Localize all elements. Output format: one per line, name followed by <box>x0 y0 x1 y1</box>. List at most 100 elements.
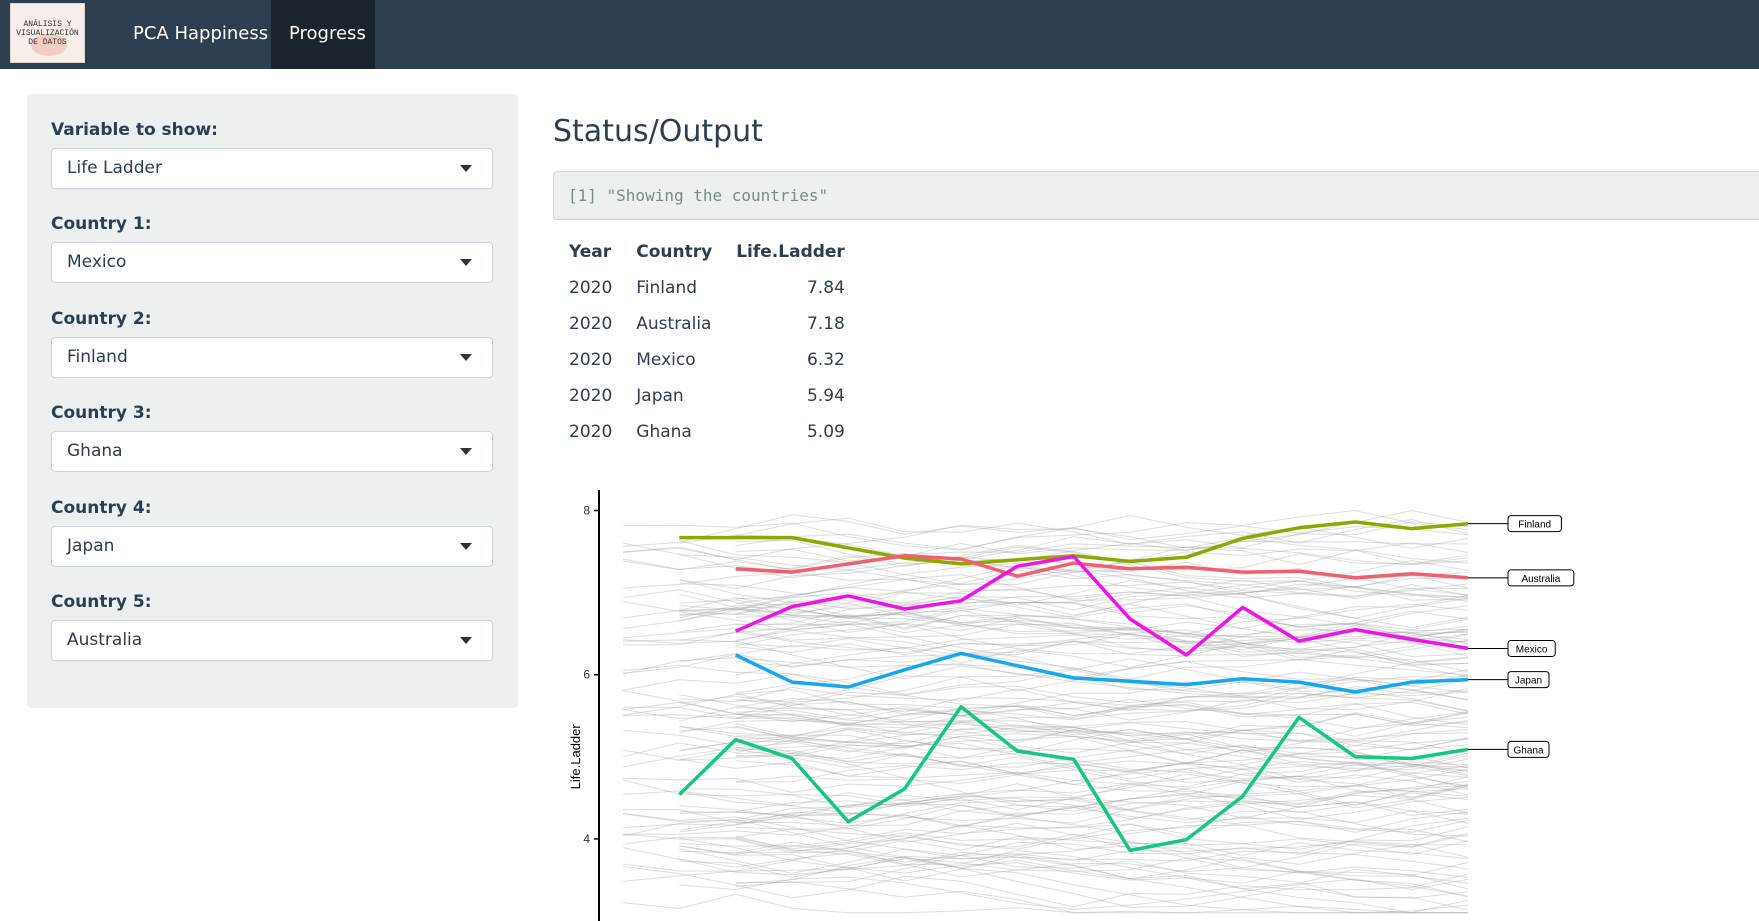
background-line <box>735 692 1469 732</box>
background-line <box>622 522 1469 551</box>
background-line <box>622 698 1469 723</box>
tab-pca-happiness[interactable]: PCA Happiness <box>133 23 269 44</box>
background-line <box>622 820 1469 852</box>
label-box <box>1507 671 1550 689</box>
background-line <box>735 540 1468 562</box>
background-line <box>679 802 1469 848</box>
variable-select-value: Life Ladder <box>67 158 162 178</box>
background-line <box>622 893 1469 914</box>
background-line <box>735 817 1469 850</box>
series-label-finland: Finland <box>1518 520 1551 531</box>
country5-select[interactable]: Australia <box>51 620 493 661</box>
background-line <box>679 593 1469 657</box>
country1-select-value: Mexico <box>67 252 127 272</box>
background-line <box>735 517 1469 545</box>
background-line <box>735 664 1469 694</box>
background-line <box>679 756 1469 814</box>
background-line <box>622 690 1469 773</box>
background-line <box>735 707 1469 755</box>
background-line <box>735 721 1469 775</box>
background-line <box>735 613 1469 678</box>
y-tick-label: 4 <box>583 832 590 846</box>
highlighted-series <box>678 520 1469 853</box>
background-line <box>679 852 1469 899</box>
country4-label: Country 4: <box>51 498 152 518</box>
country1-select[interactable]: Mexico <box>51 242 493 283</box>
series-label-mexico: Mexico <box>1516 644 1548 655</box>
background-line <box>622 655 1469 679</box>
background-line <box>622 735 1469 766</box>
chevron-down-icon <box>460 354 472 361</box>
table-row: 2020 Japan 5.94 <box>557 378 857 414</box>
series-line-finland <box>679 520 1469 566</box>
background-line <box>679 625 1469 668</box>
background-line <box>679 692 1469 729</box>
cell-year: 2020 <box>569 278 613 298</box>
background-line <box>735 661 1469 702</box>
background-line <box>679 848 1469 914</box>
background-line <box>679 509 1469 550</box>
background-line <box>622 815 1469 850</box>
country3-select[interactable]: Ghana <box>51 431 493 472</box>
table-header-row: Year Country Life.Ladder <box>557 233 857 270</box>
label-box <box>1507 639 1556 657</box>
background-line <box>679 748 1469 784</box>
background-line <box>679 583 1469 618</box>
country4-select[interactable]: Japan <box>51 526 493 567</box>
col-life-ladder: Life.Ladder <box>736 241 845 262</box>
country3-select-value: Ghana <box>67 441 123 461</box>
background-line <box>679 601 1469 631</box>
background-line <box>622 776 1469 827</box>
background-line <box>622 664 1469 698</box>
background-line <box>679 676 1468 735</box>
cell-year: 2020 <box>569 314 613 334</box>
background-line <box>622 514 1469 549</box>
background-line <box>735 835 1468 914</box>
series-label-australia: Australia <box>1521 574 1560 585</box>
chevron-down-icon <box>460 448 472 455</box>
life-ladder-chart: 4 6 8 Life.Ladder Finland Australia Mexico Jap… <box>568 490 1575 921</box>
background-line <box>735 591 1469 640</box>
background-line <box>622 856 1468 914</box>
background-line <box>679 773 1469 817</box>
background-line <box>622 712 1469 742</box>
table-row: 2020 Ghana 5.09 <box>557 414 857 450</box>
background-line <box>622 779 1469 819</box>
country2-select-value: Finland <box>67 347 128 367</box>
background-line <box>622 561 1469 629</box>
background-line <box>622 687 1469 716</box>
country3-label: Country 3: <box>51 403 152 423</box>
background-line <box>679 602 1469 663</box>
tab-progress[interactable]: Progress <box>271 0 375 69</box>
background-line <box>679 603 1469 635</box>
background-line <box>735 711 1469 749</box>
background-line <box>679 726 1469 824</box>
background-line <box>679 833 1469 862</box>
variable-select[interactable]: Life Ladder <box>51 148 493 189</box>
background-line <box>622 524 1469 564</box>
background-country-lines <box>622 509 1469 914</box>
series-label-japan: Japan <box>1515 676 1542 687</box>
background-line <box>622 633 1469 674</box>
series-line-mexico <box>734 554 1469 657</box>
chevron-down-icon <box>460 543 472 550</box>
app-logo[interactable]: ANÁLISIS Y VISUALIZACIÓN DE DATOS <box>10 3 85 63</box>
label-box <box>1507 515 1562 533</box>
cell-value: 5.94 <box>806 386 845 406</box>
background-line <box>679 695 1469 726</box>
background-line <box>679 521 1469 589</box>
background-line <box>735 840 1469 884</box>
background-line <box>735 628 1469 656</box>
cell-value: 7.84 <box>806 278 845 298</box>
background-line <box>735 834 1469 873</box>
country2-select[interactable]: Finland <box>51 337 493 378</box>
background-line <box>622 858 1469 911</box>
background-line <box>735 758 1469 783</box>
cell-year: 2020 <box>569 350 613 370</box>
background-line <box>735 638 1469 676</box>
background-line <box>735 658 1469 716</box>
background-line <box>735 623 1469 659</box>
y-axis-label: Life.Ladder <box>568 724 583 790</box>
background-line <box>735 881 1468 914</box>
background-line <box>622 729 1469 759</box>
